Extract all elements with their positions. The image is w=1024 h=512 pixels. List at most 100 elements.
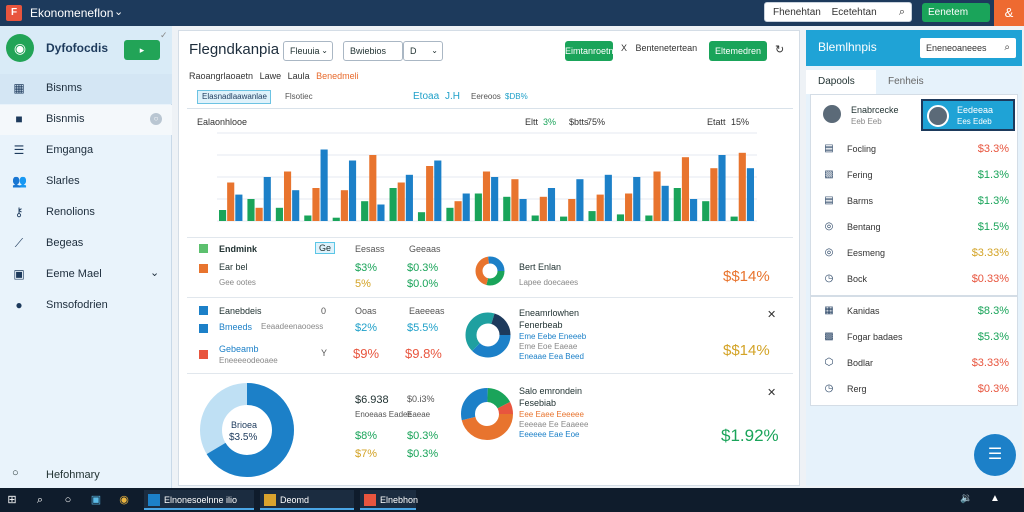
list-item[interactable]: ◎ Bentang $1.5% xyxy=(811,215,1017,239)
bar[interactable] xyxy=(417,212,426,221)
filter-select-1[interactable]: Fleuuia ⌄ xyxy=(283,41,333,61)
network-icon[interactable]: ▲ xyxy=(990,493,1000,504)
bar[interactable] xyxy=(348,160,357,222)
sidebar-item-6[interactable]: ⟋ Begeas xyxy=(0,229,172,259)
bar[interactable] xyxy=(681,157,690,221)
bar[interactable] xyxy=(673,188,681,221)
bar[interactable] xyxy=(227,182,235,222)
close-icon[interactable]: ✕ xyxy=(767,309,777,321)
sidebar-header-button[interactable]: ▸ xyxy=(124,40,160,60)
browser-icon[interactable]: ◉ xyxy=(119,494,129,506)
bar[interactable] xyxy=(503,196,511,221)
contact-card[interactable]: Enabrcecke Eeb Eeb xyxy=(817,99,915,131)
bar[interactable] xyxy=(340,190,348,221)
bar[interactable] xyxy=(482,171,491,222)
search-icon[interactable]: ⌕ xyxy=(36,494,44,506)
bar[interactable] xyxy=(275,207,283,221)
clear-button[interactable]: X Bentenetertean xyxy=(621,43,697,53)
bar[interactable] xyxy=(519,199,527,221)
bar[interactable] xyxy=(389,188,397,221)
tab[interactable]: Fenheis xyxy=(888,76,924,87)
bar[interactable] xyxy=(446,207,454,221)
bar[interactable] xyxy=(320,149,328,222)
bar[interactable] xyxy=(633,177,641,221)
bar[interactable] xyxy=(738,152,746,221)
bar[interactable] xyxy=(263,177,271,221)
list-item[interactable]: ▤ Focling $3.3% xyxy=(811,137,1017,161)
search-icon[interactable]: ⌕ xyxy=(898,6,905,18)
bar[interactable] xyxy=(462,193,470,222)
list-item[interactable]: ◷ Rerg $0.3% xyxy=(811,377,1017,401)
filter-select-2[interactable]: Bwiebios xyxy=(343,41,403,61)
task-view-icon[interactable]: ○ xyxy=(64,494,72,506)
right-panel-search[interactable]: Eneneoaneees ⌕ xyxy=(920,38,1016,58)
sidebar-item-7[interactable]: ▣ Eeme Mael ⌄ xyxy=(0,260,172,290)
filter-tab[interactable]: Flsotiec xyxy=(285,92,313,101)
chevron-down-icon[interactable]: ⌄ xyxy=(150,267,160,279)
bar[interactable] xyxy=(397,182,405,222)
bar[interactable] xyxy=(604,174,612,221)
bar[interactable] xyxy=(426,166,434,221)
contact-card-selected[interactable]: Eedeeaa Ees Edeb xyxy=(921,99,1015,131)
global-search-input[interactable]: Fhenehtan Ecetehtan ⌕ xyxy=(764,2,912,22)
bar[interactable] xyxy=(377,204,385,222)
bar[interactable] xyxy=(560,216,568,221)
bar[interactable] xyxy=(718,155,726,221)
breadcrumb-item[interactable]: Raoangrlaoaetn xyxy=(189,71,254,81)
start-icon[interactable]: ⊞ xyxy=(7,494,17,506)
bar[interactable] xyxy=(531,215,539,222)
bar[interactable] xyxy=(219,210,227,221)
sidebar-footer[interactable]: ○ Hefohmary xyxy=(0,462,172,486)
taskbar-item[interactable]: Elnonesoelnne ilio Endnrahein xyxy=(144,490,254,510)
bar[interactable] xyxy=(730,216,738,221)
bar[interactable] xyxy=(539,196,547,221)
sidebar-item-1[interactable]: ▦ Bisnms xyxy=(0,74,172,104)
bar[interactable] xyxy=(434,160,442,222)
sidebar-item-3[interactable]: ☰ Emganga xyxy=(0,136,172,166)
taskbar-item[interactable]: Deomd dardtomeas xyxy=(260,490,354,510)
bar[interactable] xyxy=(588,211,596,221)
bar[interactable] xyxy=(491,177,499,221)
titlebar-action-button[interactable]: Eenetem xyxy=(922,3,990,22)
bar[interactable] xyxy=(746,168,754,221)
bar[interactable] xyxy=(247,199,255,221)
sidebar-item-8[interactable]: ● Smsofodrien xyxy=(0,291,172,321)
chevron-down-icon[interactable]: ⌄ xyxy=(114,6,124,18)
bar[interactable] xyxy=(625,193,633,222)
bar[interactable] xyxy=(596,194,604,221)
search-icon[interactable]: ⌕ xyxy=(1004,42,1010,53)
bar[interactable] xyxy=(332,217,340,221)
list-item[interactable]: ◷ Bock $0.33% xyxy=(811,267,1017,291)
fab-menu-button[interactable]: ☰ xyxy=(974,434,1016,476)
primary-button[interactable]: Eimtanroetn xyxy=(565,41,614,61)
bar[interactable] xyxy=(576,179,584,221)
sidebar-item-5[interactable]: ⚷ Renolions xyxy=(0,198,172,228)
volume-icon[interactable]: 🔉 xyxy=(960,493,973,504)
close-icon[interactable]: ✕ xyxy=(767,387,777,399)
bar[interactable] xyxy=(511,179,519,221)
bar[interactable] xyxy=(616,214,625,221)
refresh-icon[interactable]: ↻ xyxy=(775,44,785,56)
bar[interactable] xyxy=(369,155,377,221)
store-icon[interactable]: ▣ xyxy=(90,494,102,506)
bar[interactable] xyxy=(702,201,710,221)
list-item[interactable]: ▤ Barms $1.3% xyxy=(811,189,1017,213)
list-item[interactable]: ▧ Fering $1.3% xyxy=(811,163,1017,187)
row-tag[interactable]: Ge xyxy=(315,242,336,254)
bar[interactable] xyxy=(255,207,263,221)
tab-active[interactable]: Dapools xyxy=(806,70,876,94)
list-item[interactable]: ⬡ Bodlar $3.33% xyxy=(811,351,1017,375)
bar[interactable] xyxy=(645,215,653,222)
bar[interactable] xyxy=(653,171,661,222)
bar[interactable] xyxy=(235,194,243,221)
list-item[interactable]: ▩ Fogar badaes $5.3% xyxy=(811,325,1017,349)
filter-select-3[interactable]: D ⌄ xyxy=(403,41,443,61)
breadcrumb-item[interactable]: Laula xyxy=(287,71,310,81)
list-item[interactable]: ▦ Kanidas $8.3% xyxy=(811,299,1017,323)
bar[interactable] xyxy=(292,190,300,221)
bar[interactable] xyxy=(661,185,669,221)
bar[interactable] xyxy=(568,199,576,221)
bar[interactable] xyxy=(710,168,718,221)
bar[interactable] xyxy=(312,188,320,221)
bar[interactable] xyxy=(474,193,482,222)
